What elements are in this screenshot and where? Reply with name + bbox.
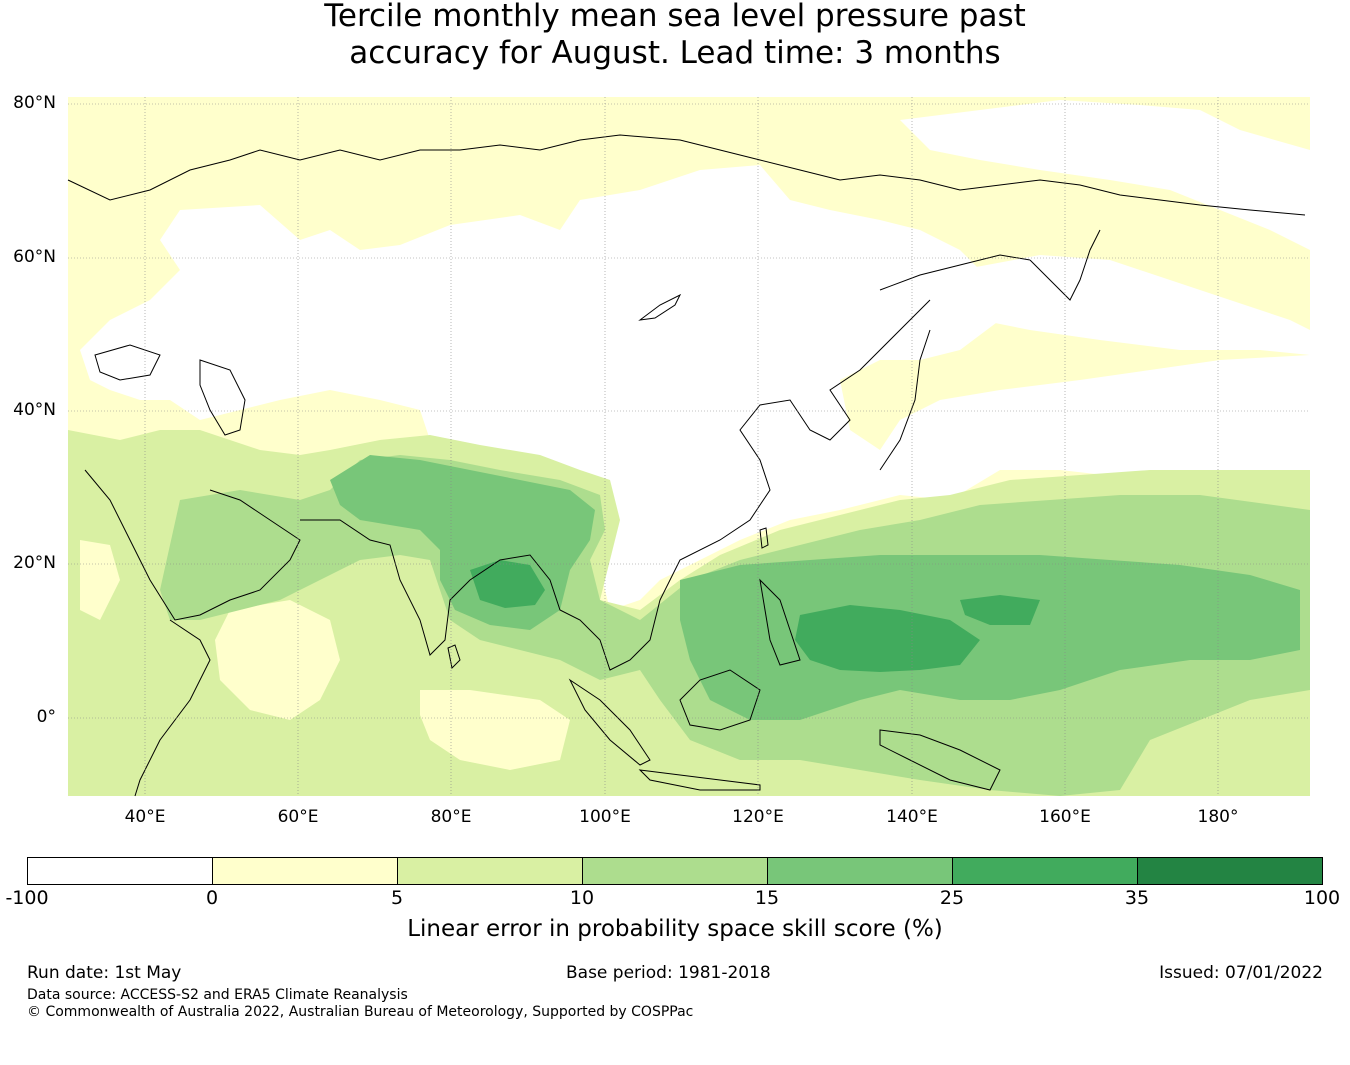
- lon-label-60e: 60°E: [277, 807, 319, 827]
- lat-label-0: 0°: [36, 707, 56, 727]
- coastline-philippines: [759, 578, 801, 666]
- colorbar-tick-5: 5: [390, 887, 404, 909]
- colorbar-segment-10-15: [583, 858, 768, 884]
- colorbar-tick-15: 15: [754, 887, 780, 909]
- colorbar-tick-0: 0: [205, 887, 219, 909]
- region-neg-tropics-3: [80, 540, 120, 620]
- coastline-caspian: [199, 359, 246, 436]
- coastline-black-sea: [94, 344, 161, 381]
- lat-label-40n: 40°N: [13, 400, 56, 420]
- lon-label-160e: 160°E: [1039, 807, 1091, 827]
- map-area: [67, 97, 1310, 797]
- colorbar-tick-100: 100: [1303, 887, 1341, 909]
- lat-label-20n: 20°N: [13, 553, 56, 573]
- colorbar: [27, 857, 1323, 885]
- coastline-japan: [879, 329, 931, 471]
- colorbar-tick-25: 25: [939, 887, 965, 909]
- coastline-taiwan: [759, 527, 769, 549]
- coastline-baikal: [638, 293, 682, 321]
- base-period: Base period: 1981-2018: [566, 963, 771, 983]
- lon-label-80e: 80°E: [430, 807, 472, 827]
- lon-label-180: 180°: [1197, 807, 1239, 827]
- region-25-35-pacific-2: [960, 595, 1040, 625]
- region-neg-tropics-2: [420, 690, 570, 770]
- chart-title-line-2: accuracy for August. Lead time: 3 months: [349, 35, 1001, 71]
- lon-label-100e: 100°E: [579, 807, 631, 827]
- coastline-java: [638, 769, 761, 791]
- run-date: Run date: 1st May: [27, 963, 182, 983]
- lat-label-60n: 60°N: [13, 247, 56, 267]
- data-source: Data source: ACCESS-S2 and ERA5 Climate …: [27, 987, 408, 1003]
- region-25-35-bay: [470, 560, 545, 608]
- coastline-arctic-russia: [67, 134, 1306, 216]
- coastline-borneo: [679, 669, 761, 731]
- issued-date: Issued: 07/01/2022: [1159, 963, 1323, 983]
- colorbar-label: Linear error in probability space skill …: [407, 916, 943, 942]
- colorbar-segment-0-5: [213, 858, 398, 884]
- coastlines: [67, 134, 1306, 797]
- region-25-35-pacific: [795, 605, 980, 672]
- lon-label-140e: 140°E: [886, 807, 938, 827]
- colorbar-segment-5-10: [398, 858, 583, 884]
- colorbar-tick-neg100: -100: [5, 887, 49, 909]
- graticule: [68, 97, 1310, 796]
- region-neg-arctic: [900, 100, 1310, 250]
- colorbar-segment-15-25: [768, 858, 953, 884]
- colorbar-tick-35: 35: [1124, 887, 1150, 909]
- coastline-east-africa: [134, 619, 211, 797]
- colorbar-segment-neg100-0: [28, 858, 213, 884]
- coastline-arabia-india: [84, 299, 931, 671]
- region-neg-europe: [80, 165, 1310, 610]
- lon-label-40e: 40°E: [124, 807, 166, 827]
- copyright: © Commonwealth of Australia 2022, Austra…: [27, 1004, 694, 1020]
- colorbar-tick-10: 10: [569, 887, 595, 909]
- coastline-kamchatka: [1029, 229, 1101, 301]
- coastline-sumatra: [568, 678, 651, 766]
- lat-label-80n: 80°N: [13, 93, 56, 113]
- coastline-okhotsk: [879, 254, 1031, 291]
- colorbar-segment-35-100: [1138, 858, 1322, 884]
- region-15-25-pacific: [680, 555, 1300, 720]
- colorbar-segment-25-35: [953, 858, 1138, 884]
- region-neg-tropics-1: [215, 600, 340, 720]
- skill-regions: [68, 100, 1310, 796]
- coastline-sri-lanka: [447, 644, 461, 670]
- lon-label-120e: 120°E: [732, 807, 784, 827]
- coastline-new-guinea: [879, 729, 1001, 791]
- region-neg-pacific: [960, 255, 1310, 355]
- chart-title-line-1: Tercile monthly mean sea level pressure …: [324, 0, 1026, 34]
